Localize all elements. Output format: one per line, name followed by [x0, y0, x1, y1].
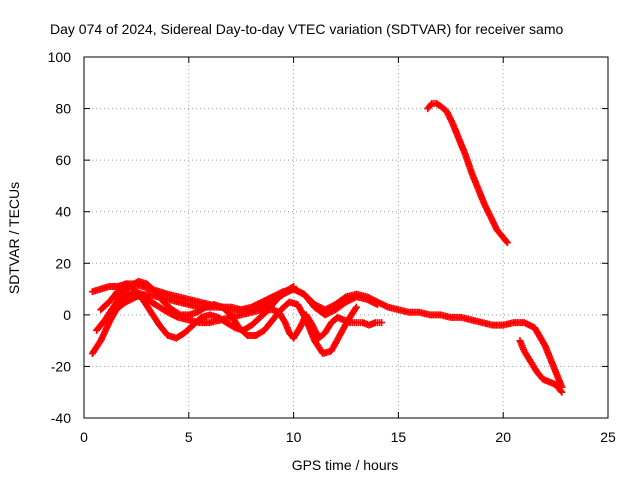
y-tick-label: 80 [55, 101, 71, 117]
axis-ticks [83, 56, 609, 419]
data-point-fill [502, 237, 510, 245]
y-tick-label: 20 [55, 255, 71, 271]
series-arc-7 [516, 337, 566, 396]
y-tick-label: -40 [51, 410, 71, 426]
x-tick-label: 0 [80, 429, 88, 445]
y-tick-label: 100 [48, 49, 72, 65]
series-arc-6 [424, 99, 511, 247]
series-arc-4 [97, 280, 298, 342]
x-tick-labels: 0 5 10 15 20 25 [80, 429, 616, 445]
x-tick-label: 20 [495, 429, 511, 445]
y-tick-label: -20 [51, 358, 71, 374]
y-tick-label: 60 [55, 152, 71, 168]
data-point [352, 303, 360, 311]
y-tick-labels: -40 -20 0 20 40 60 80 100 [48, 49, 72, 426]
y-tick-label: 0 [63, 307, 71, 323]
chart-title: Day 074 of 2024, Sidereal Day-to-day VTE… [50, 21, 563, 37]
data-point-fill [352, 305, 360, 313]
x-tick-label: 15 [391, 429, 407, 445]
x-tick-label: 5 [185, 429, 193, 445]
series-arc-5 [111, 285, 566, 391]
x-axis-title: GPS time / hours [292, 457, 399, 473]
series-arc-3 [93, 277, 360, 358]
data-point-fill [427, 101, 435, 109]
data-points [88, 99, 566, 396]
data-point [503, 239, 511, 247]
x-tick-label: 10 [286, 429, 302, 445]
y-tick-label: 40 [55, 204, 71, 220]
data-point-fill [557, 387, 565, 395]
grid-lines [84, 57, 608, 418]
y-axis-title: SDTVAR / TECUs [6, 182, 22, 294]
data-point [378, 319, 386, 327]
x-tick-label: 25 [600, 429, 616, 445]
data-point [558, 388, 566, 396]
plot-frame [83, 56, 609, 419]
